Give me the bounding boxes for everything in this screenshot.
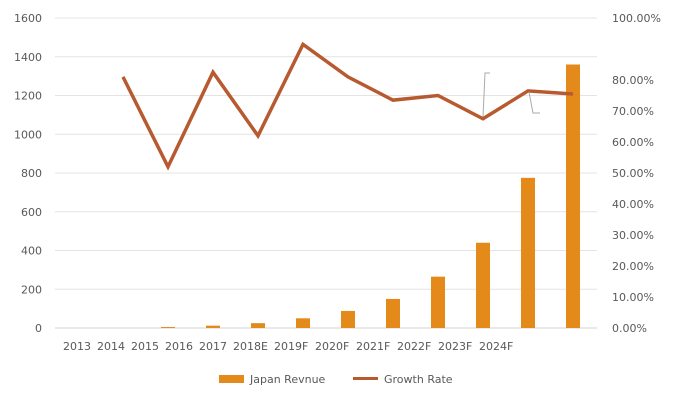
growth-rate-line — [123, 44, 573, 166]
left-tick-label: 0 — [35, 322, 42, 335]
legend: Japan Revnue Growth Rate — [219, 373, 453, 386]
right-tick-label: 60.00% — [612, 136, 654, 149]
right-tick-label: 10.00% — [612, 291, 654, 304]
right-tick-label: 20.00% — [612, 260, 654, 273]
x-tick-label: 2023F — [438, 340, 472, 353]
right-tick-label: 70.00% — [612, 105, 654, 118]
x-tick-label: 2020F — [315, 340, 349, 353]
right-tick-label: 0.00% — [612, 322, 647, 335]
legend-label-growth-rate: Growth Rate — [384, 373, 453, 386]
left-tick-label: 1600 — [14, 12, 42, 25]
left-axis: 0 200 400 600 800 1000 1200 1400 1600 — [14, 12, 42, 335]
left-tick-label: 200 — [21, 283, 42, 296]
x-tick-label: 2021F — [356, 340, 390, 353]
x-axis: 2013 2014 2015 2016 2017 2018E 2019F 2020F 2021F… — [63, 340, 513, 353]
bar-2022F — [476, 243, 490, 328]
legend-label-japan-revenue: Japan Revnue — [249, 373, 326, 386]
left-tick-label: 600 — [21, 206, 42, 219]
x-tick-label: 2016 — [165, 340, 193, 353]
growth-line — [123, 44, 573, 167]
bar-2016 — [206, 326, 220, 328]
bar-2021F — [431, 277, 445, 328]
x-tick-label: 2019F — [274, 340, 308, 353]
right-tick-label: 50.00% — [612, 167, 654, 180]
left-tick-label: 800 — [21, 167, 42, 180]
right-axis: 0.00% 10.00% 20.00% 30.00% 40.00% 50.00% 60.00… — [612, 12, 661, 335]
x-tick-label: 2017 — [199, 340, 227, 353]
bar-2015 — [161, 327, 175, 328]
right-tick-label: 30.00% — [612, 229, 654, 242]
bar-2017 — [251, 323, 265, 328]
right-tick-label: 100.00% — [612, 12, 661, 25]
bar-2020F — [386, 299, 400, 328]
bar-2019F — [341, 311, 355, 328]
x-tick-label: 2014 — [97, 340, 125, 353]
bar-2018E — [296, 318, 310, 328]
legend-swatch-japan-revenue — [219, 375, 244, 383]
bar-2024F — [566, 65, 580, 329]
legend-swatch-growth-rate — [353, 377, 378, 380]
x-tick-label: 2022F — [397, 340, 431, 353]
gridlines — [55, 18, 597, 328]
right-tick-label: 80.00% — [612, 74, 654, 87]
revenue-bars — [161, 65, 580, 329]
x-tick-label: 2024F — [479, 340, 513, 353]
x-tick-label: 2018E — [233, 340, 268, 353]
left-tick-label: 400 — [21, 245, 42, 258]
left-tick-label: 1000 — [14, 128, 42, 141]
left-tick-label: 1400 — [14, 51, 42, 64]
x-tick-label: 2013 — [63, 340, 91, 353]
left-tick-label: 1200 — [14, 90, 42, 103]
right-tick-label: 40.00% — [612, 198, 654, 211]
bar-2023F — [521, 178, 535, 328]
x-tick-label: 2015 — [131, 340, 159, 353]
